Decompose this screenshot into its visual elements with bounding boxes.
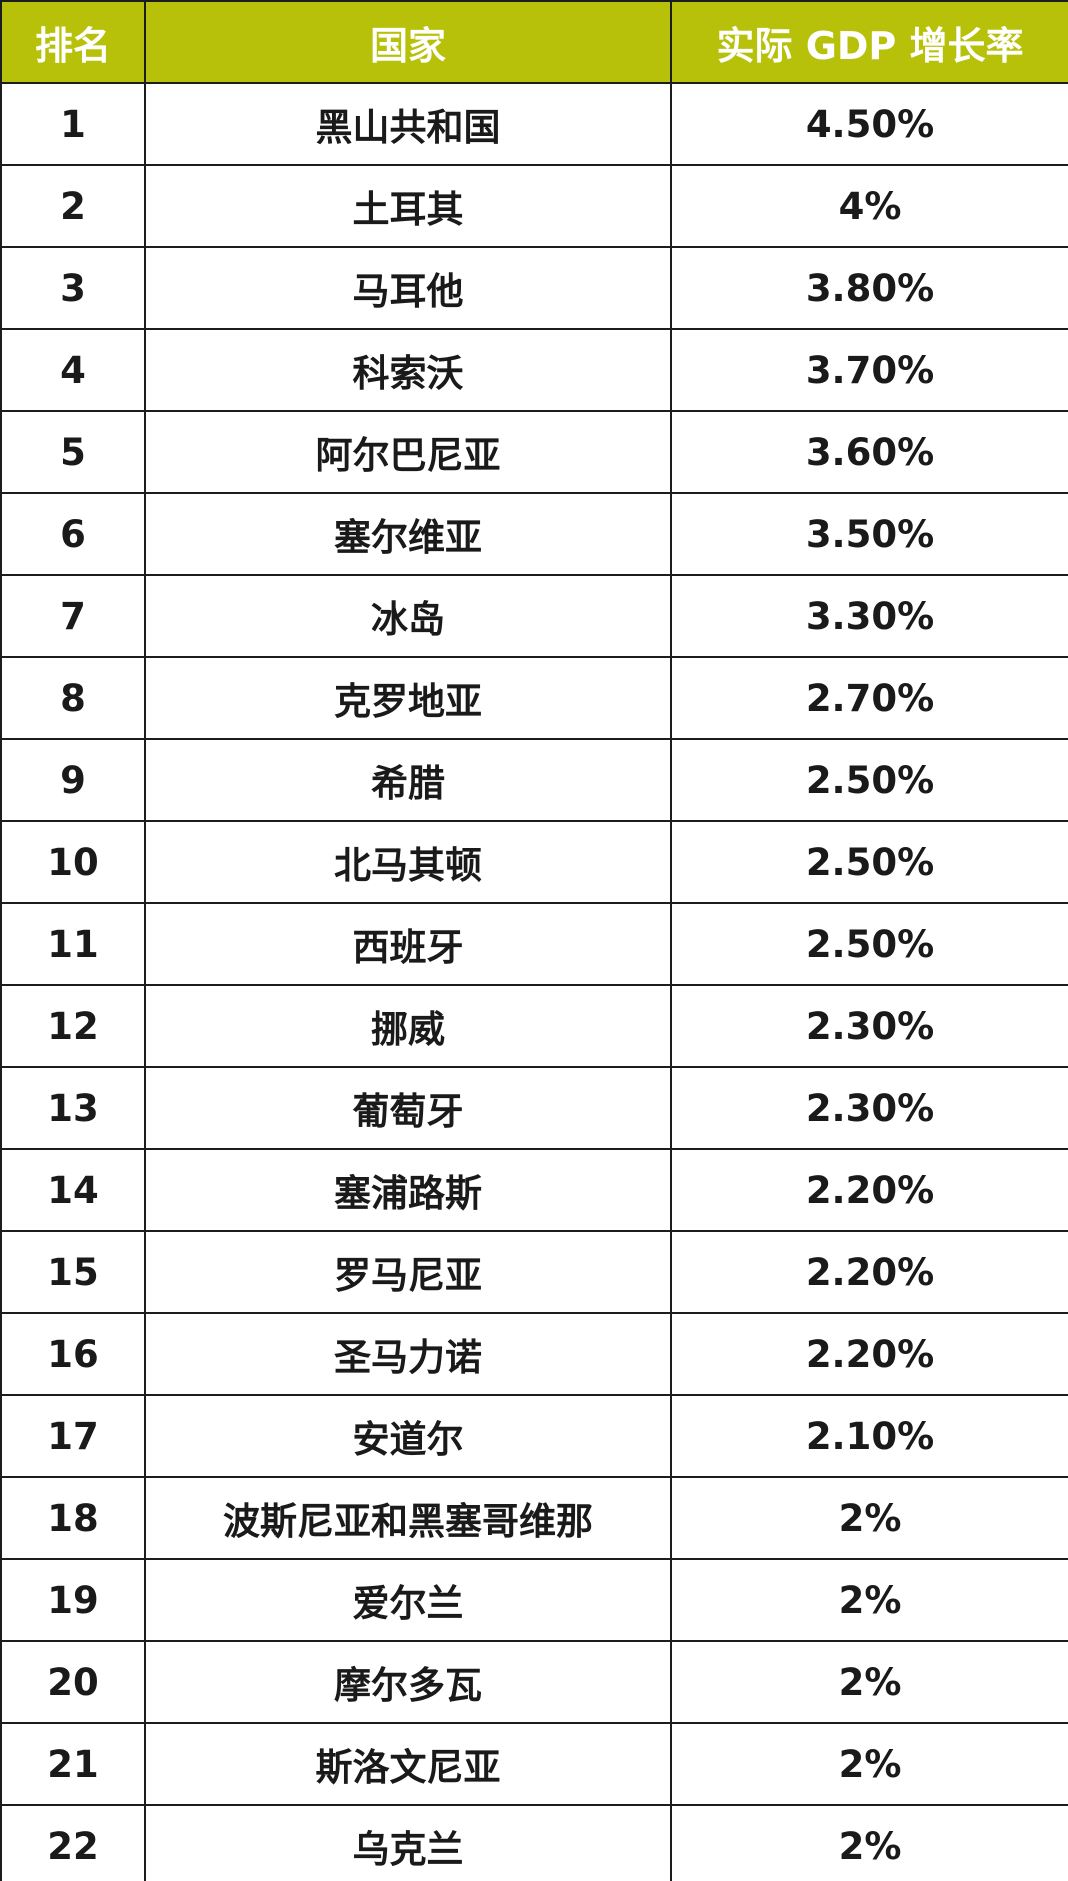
table-row: 7 冰岛 3.30% (0, 574, 1068, 658)
country-cell: 斯洛文尼亚 (144, 1722, 672, 1806)
table-row: 20 摩尔多瓦 2% (0, 1640, 1068, 1724)
gdp-growth-cell: 2% (670, 1558, 1068, 1642)
table-row: 16 圣马力诺 2.20% (0, 1312, 1068, 1396)
table-row: 1 黑山共和国 4.50% (0, 82, 1068, 166)
rank-cell: 17 (0, 1394, 146, 1478)
table-row: 22 乌克兰 2% (0, 1804, 1068, 1881)
gdp-growth-cell: 2.20% (670, 1230, 1068, 1314)
rank-cell: 22 (0, 1804, 146, 1881)
gdp-growth-cell: 2.50% (670, 738, 1068, 822)
country-column-header: 国家 (144, 0, 672, 84)
rank-cell: 15 (0, 1230, 146, 1314)
table-row: 3 马耳他 3.80% (0, 246, 1068, 330)
rank-cell: 5 (0, 410, 146, 494)
table-row: 17 安道尔 2.10% (0, 1394, 1068, 1478)
country-cell: 波斯尼亚和黑塞哥维那 (144, 1476, 672, 1560)
country-cell: 塞尔维亚 (144, 492, 672, 576)
table-row: 21 斯洛文尼亚 2% (0, 1722, 1068, 1806)
country-cell: 北马其顿 (144, 820, 672, 904)
rank-cell: 14 (0, 1148, 146, 1232)
rank-cell: 10 (0, 820, 146, 904)
country-cell: 葡萄牙 (144, 1066, 672, 1150)
country-cell: 圣马力诺 (144, 1312, 672, 1396)
gdp-growth-cell: 3.30% (670, 574, 1068, 658)
rank-cell: 8 (0, 656, 146, 740)
header-row: 排名 国家 实际 GDP 增长率 (0, 0, 1068, 84)
rank-cell: 21 (0, 1722, 146, 1806)
gdp-growth-column-header: 实际 GDP 增长率 (670, 0, 1068, 84)
rank-cell: 9 (0, 738, 146, 822)
country-cell: 爱尔兰 (144, 1558, 672, 1642)
gdp-growth-cell: 2.20% (670, 1148, 1068, 1232)
gdp-growth-cell: 2.70% (670, 656, 1068, 740)
table-row: 9 希腊 2.50% (0, 738, 1068, 822)
country-cell: 挪威 (144, 984, 672, 1068)
country-cell: 西班牙 (144, 902, 672, 986)
country-cell: 希腊 (144, 738, 672, 822)
rank-cell: 16 (0, 1312, 146, 1396)
table-row: 2 土耳其 4% (0, 164, 1068, 248)
country-cell: 土耳其 (144, 164, 672, 248)
rank-cell: 2 (0, 164, 146, 248)
country-cell: 冰岛 (144, 574, 672, 658)
rank-cell: 1 (0, 82, 146, 166)
rank-cell: 20 (0, 1640, 146, 1724)
country-cell: 乌克兰 (144, 1804, 672, 1881)
country-cell: 克罗地亚 (144, 656, 672, 740)
rank-cell: 7 (0, 574, 146, 658)
gdp-growth-cell: 3.80% (670, 246, 1068, 330)
table-row: 4 科索沃 3.70% (0, 328, 1068, 412)
table-row: 15 罗马尼亚 2.20% (0, 1230, 1068, 1314)
gdp-growth-cell: 2.50% (670, 820, 1068, 904)
table-row: 11 西班牙 2.50% (0, 902, 1068, 986)
table-header: 排名 国家 实际 GDP 增长率 (0, 0, 1068, 84)
gdp-growth-cell: 2% (670, 1476, 1068, 1560)
rank-cell: 12 (0, 984, 146, 1068)
gdp-growth-cell: 3.70% (670, 328, 1068, 412)
gdp-growth-cell: 2% (670, 1722, 1068, 1806)
rank-column-header: 排名 (0, 0, 146, 84)
table-row: 18 波斯尼亚和黑塞哥维那 2% (0, 1476, 1068, 1560)
rank-cell: 18 (0, 1476, 146, 1560)
rank-cell: 11 (0, 902, 146, 986)
gdp-growth-cell: 2.50% (670, 902, 1068, 986)
gdp-growth-cell: 4.50% (670, 82, 1068, 166)
gdp-growth-cell: 2.10% (670, 1394, 1068, 1478)
country-cell: 马耳他 (144, 246, 672, 330)
gdp-growth-cell: 2% (670, 1804, 1068, 1881)
table-row: 8 克罗地亚 2.70% (0, 656, 1068, 740)
table-body: 1 黑山共和国 4.50% 2 土耳其 4% 3 马耳他 3.80% 4 科索沃 3.70% 5 阿尔巴尼… (0, 82, 1068, 1881)
gdp-growth-cell: 2.20% (670, 1312, 1068, 1396)
gdp-growth-cell: 2.30% (670, 984, 1068, 1068)
table-row: 10 北马其顿 2.50% (0, 820, 1068, 904)
rank-cell: 13 (0, 1066, 146, 1150)
table-row: 14 塞浦路斯 2.20% (0, 1148, 1068, 1232)
rank-cell: 3 (0, 246, 146, 330)
gdp-growth-cell: 2.30% (670, 1066, 1068, 1150)
country-cell: 安道尔 (144, 1394, 672, 1478)
table-row: 12 挪威 2.30% (0, 984, 1068, 1068)
gdp-growth-cell: 2% (670, 1640, 1068, 1724)
country-cell: 罗马尼亚 (144, 1230, 672, 1314)
gdp-growth-cell: 3.60% (670, 410, 1068, 494)
table-row: 13 葡萄牙 2.30% (0, 1066, 1068, 1150)
country-cell: 阿尔巴尼亚 (144, 410, 672, 494)
country-cell: 黑山共和国 (144, 82, 672, 166)
rank-cell: 6 (0, 492, 146, 576)
country-cell: 摩尔多瓦 (144, 1640, 672, 1724)
table-row: 5 阿尔巴尼亚 3.60% (0, 410, 1068, 494)
rank-cell: 4 (0, 328, 146, 412)
country-cell: 科索沃 (144, 328, 672, 412)
country-cell: 塞浦路斯 (144, 1148, 672, 1232)
gdp-growth-cell: 4% (670, 164, 1068, 248)
gdp-growth-cell: 3.50% (670, 492, 1068, 576)
table-row: 19 爱尔兰 2% (0, 1558, 1068, 1642)
rank-cell: 19 (0, 1558, 146, 1642)
table-row: 6 塞尔维亚 3.50% (0, 492, 1068, 576)
